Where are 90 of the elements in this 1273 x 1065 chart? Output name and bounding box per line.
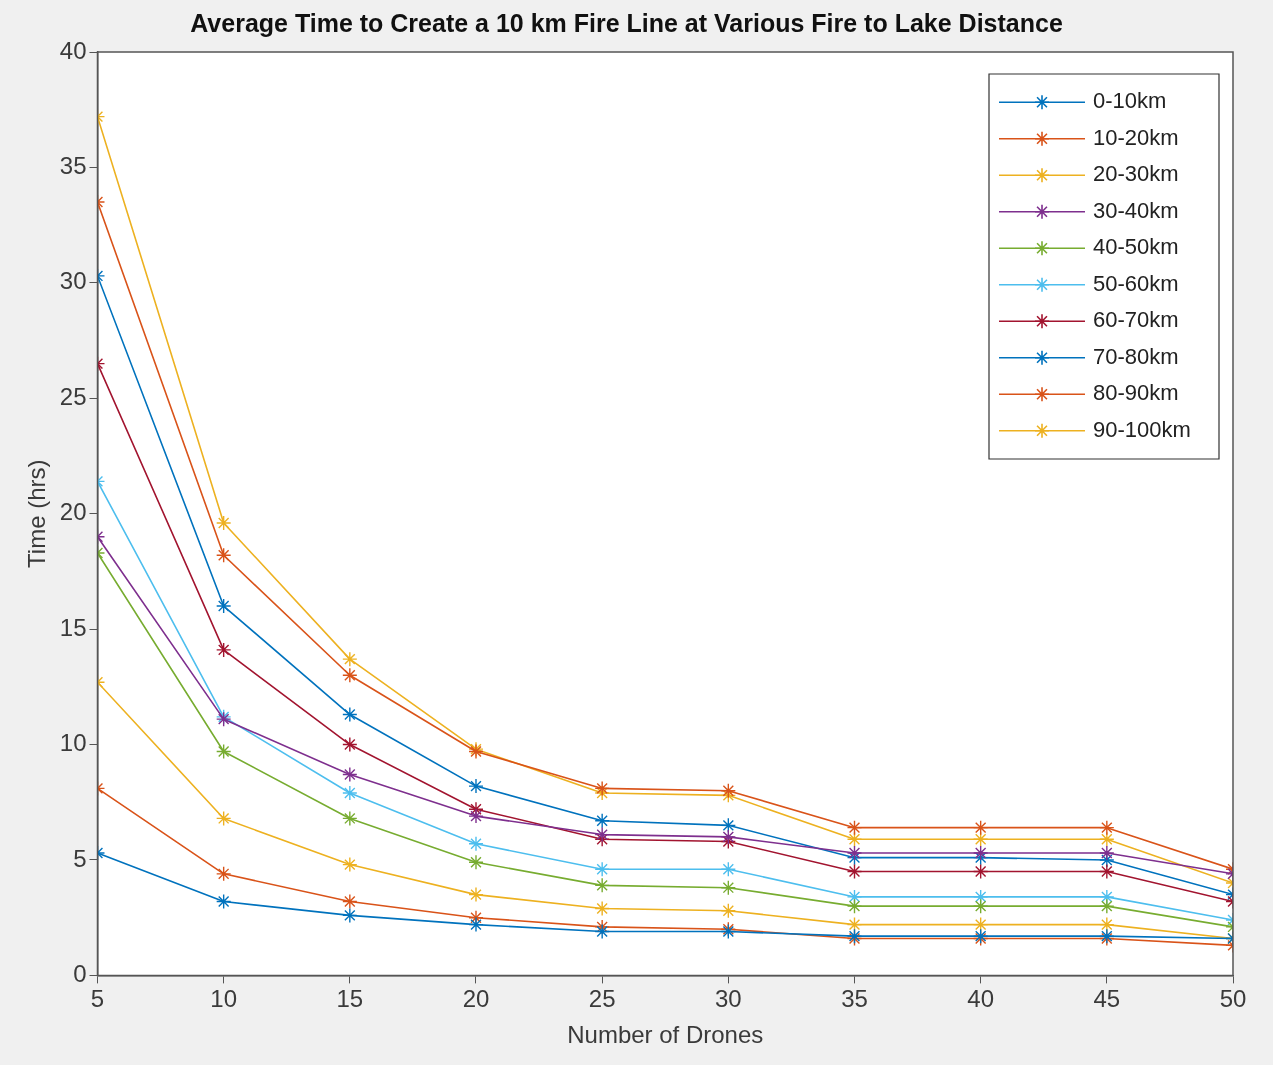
legend-label: 50-60km [1093,270,1179,296]
chart-title: Average Time to Create a 10 km Fire Line at Various Fire to Lake Distance [190,8,1063,37]
point [720,879,737,896]
point [215,642,232,658]
point [1099,898,1115,914]
y-tick-label: 0 [73,960,87,988]
x-tick-label: 30 [714,985,742,1013]
legend-label: 70-80km [1093,343,1179,369]
point [342,766,358,783]
x-tick-label: 10 [210,985,238,1013]
point [594,813,610,829]
point [342,907,358,924]
point [215,866,232,882]
y-tick-label: 30 [59,267,87,295]
point [215,598,232,614]
point [720,903,737,919]
point [468,836,484,852]
point [846,863,863,880]
point [215,743,232,760]
point [468,778,484,794]
point [1099,819,1115,836]
legend-label: 10-20km [1093,124,1179,150]
point [342,667,358,683]
y-tick-label: 15 [59,613,87,641]
point [846,898,863,914]
point [972,831,989,847]
point [215,547,232,563]
y-tick-label: 40 [59,36,87,64]
point [468,854,484,870]
point [972,845,989,861]
point [594,877,610,894]
x-tick-label: 20 [462,985,490,1013]
point [468,801,484,817]
point [1099,863,1115,880]
point [846,831,863,847]
legend-label: 40-50km [1093,234,1179,260]
point [1099,916,1115,933]
point [594,923,610,940]
x-tick-label: 15 [336,985,364,1013]
y-tick-label: 20 [59,498,87,526]
x-tick-label: 25 [588,985,616,1013]
legend-label: 90-100km [1093,416,1191,442]
point [846,845,863,861]
point [342,856,358,873]
point [846,916,863,933]
x-tick-label: 35 [841,985,868,1013]
point [972,819,989,836]
point [972,898,989,914]
point [342,651,358,667]
point [1099,831,1115,847]
point [468,916,484,933]
point [720,817,737,834]
legend-label: 20-30km [1093,161,1179,187]
point [342,706,358,723]
x-tick-label: 45 [1093,985,1121,1013]
point [215,893,232,910]
legend-label: 0-10km [1093,88,1167,114]
legend-label: 60-70km [1093,307,1179,333]
point [468,909,484,926]
point [594,780,610,797]
x-axis-title: Number of Drones [567,1021,764,1049]
point [342,893,358,910]
point [215,810,232,827]
point [215,515,232,531]
point [342,810,358,827]
point [972,916,989,933]
point [342,785,358,801]
x-tick-label: 40 [967,985,995,1013]
point [846,819,863,836]
point [1099,852,1115,868]
y-tick-label: 5 [73,844,87,872]
point [594,900,610,917]
point [720,783,737,799]
point [1099,845,1115,861]
x-tick-label: 5 [90,985,105,1013]
point [342,736,358,753]
y-axis-title: Time (hrs) [23,459,51,568]
legend-label: 80-90km [1093,380,1179,406]
point [720,829,737,845]
point [468,808,484,824]
point [972,863,989,880]
y-tick-label: 35 [59,152,87,180]
x-tick-label: 50 [1219,985,1247,1013]
point [720,861,737,877]
y-tick-label: 10 [59,729,87,757]
y-tick-label: 25 [59,382,87,410]
point [594,826,610,843]
legend-label: 30-40km [1093,197,1179,223]
point [594,861,610,877]
point [468,886,484,903]
